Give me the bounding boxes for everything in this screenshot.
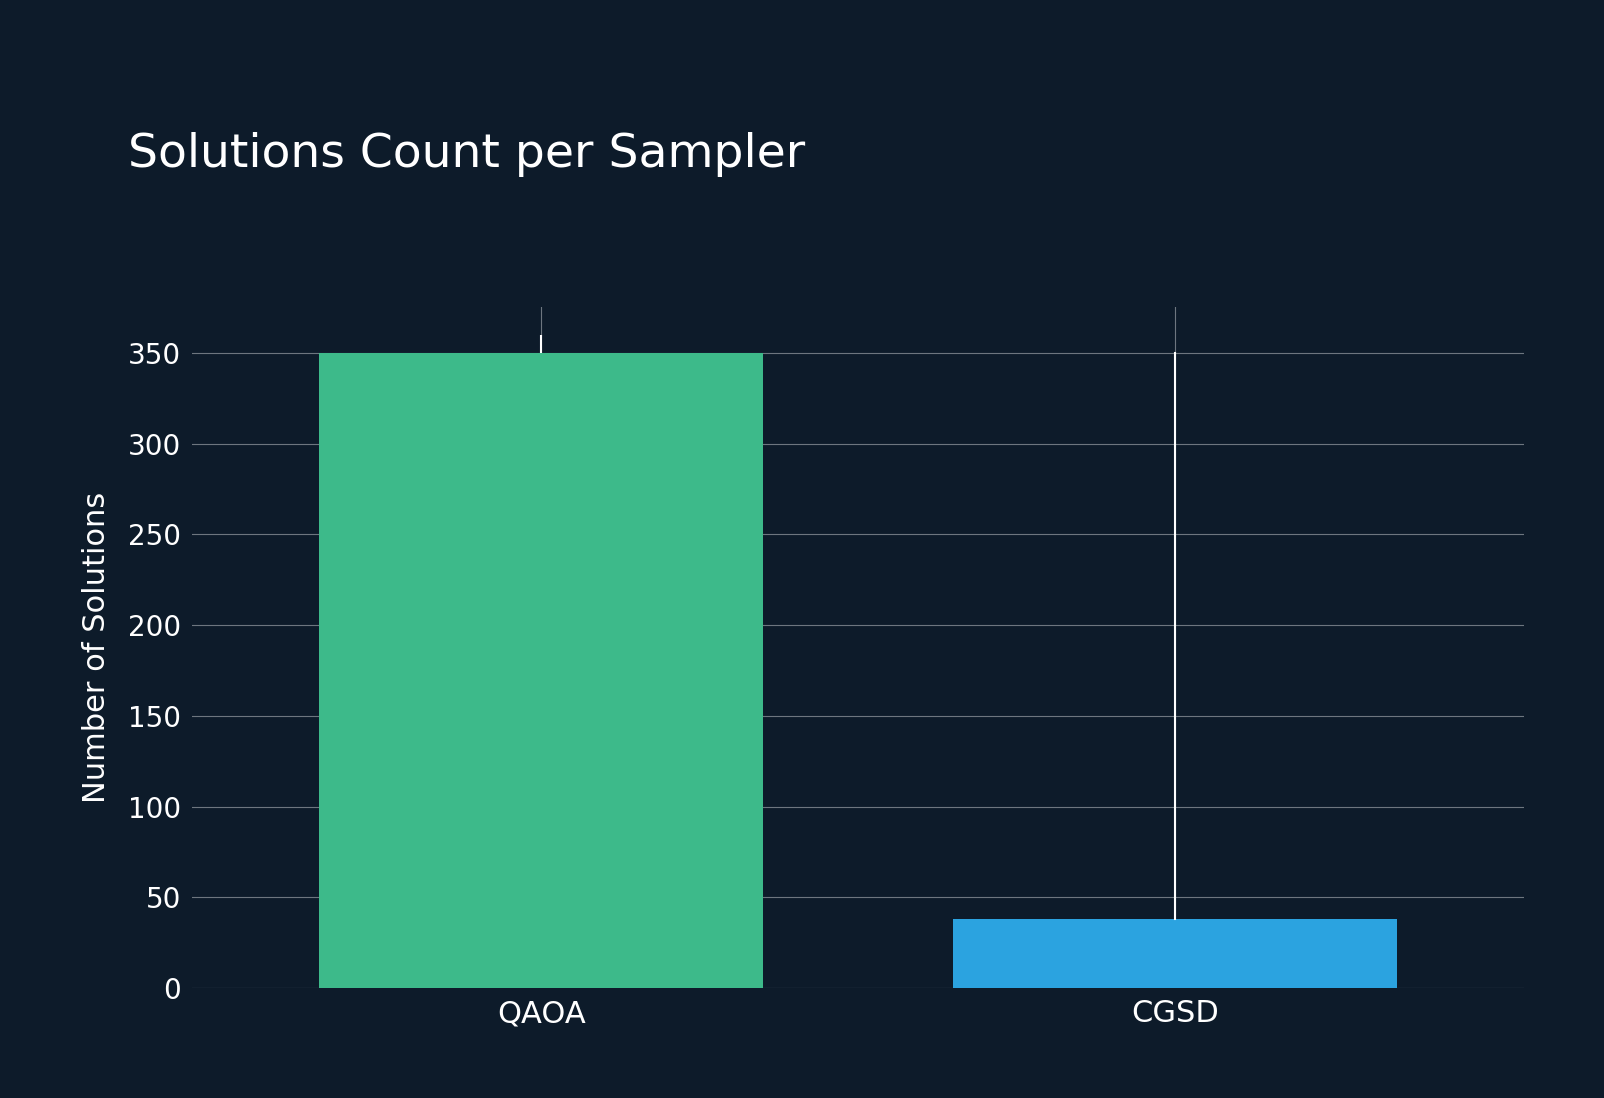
Text: Solutions Count per Sampler: Solutions Count per Sampler: [128, 132, 805, 177]
Bar: [953, 919, 1397, 988]
Y-axis label: Number of Solutions: Number of Solutions: [82, 492, 111, 804]
Bar: [319, 352, 764, 988]
